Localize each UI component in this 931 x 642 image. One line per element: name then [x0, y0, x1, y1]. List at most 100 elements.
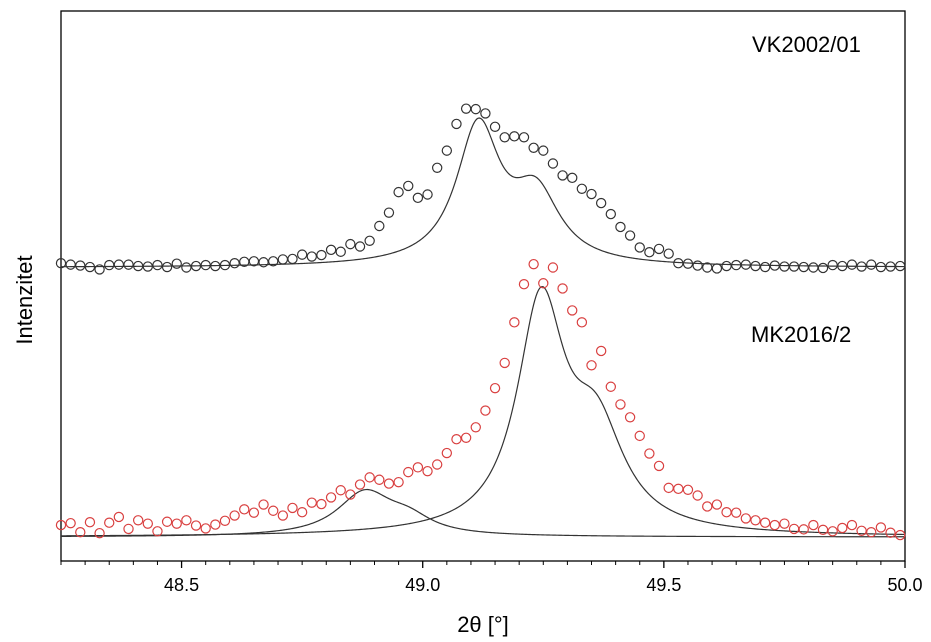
y-axis-label: Intenzitet — [12, 255, 37, 344]
data-point — [181, 515, 192, 526]
data-point — [837, 522, 848, 534]
data-point — [152, 526, 163, 537]
data-point — [132, 515, 144, 526]
data-point — [470, 422, 481, 433]
data-point — [808, 262, 819, 273]
data-point — [557, 170, 568, 181]
data-point — [759, 517, 771, 528]
data-point — [740, 513, 752, 524]
data-point — [460, 432, 472, 443]
data-point — [547, 158, 559, 169]
data-point — [335, 485, 346, 496]
data-point — [161, 516, 173, 527]
x-tick-label: 50.0 — [887, 575, 922, 595]
data-point — [740, 259, 752, 270]
data-point — [277, 254, 289, 265]
data-point — [692, 490, 703, 501]
data-point — [113, 259, 125, 270]
data-point — [412, 462, 424, 473]
data-point — [557, 283, 568, 294]
data-point — [258, 257, 269, 268]
data-point — [229, 258, 240, 269]
data-point — [567, 305, 578, 316]
x-tick-label: 49.0 — [405, 575, 440, 595]
data-point — [431, 162, 443, 173]
data-point — [229, 510, 240, 521]
data-point — [653, 460, 665, 472]
data-point — [653, 243, 665, 255]
data-point — [518, 132, 530, 143]
data-point — [837, 260, 848, 272]
data-point — [441, 145, 453, 156]
data-point — [441, 447, 453, 459]
data-point — [605, 208, 617, 220]
data-point — [345, 489, 356, 500]
data-point — [325, 244, 337, 256]
data-point — [509, 317, 520, 328]
data-point — [866, 259, 877, 270]
data-point — [451, 434, 462, 445]
data-point — [489, 121, 501, 132]
data-point — [383, 478, 395, 489]
data-point — [364, 235, 375, 246]
data-point — [354, 241, 366, 252]
data-point — [538, 278, 549, 289]
data-point — [692, 260, 703, 271]
data-point — [55, 258, 67, 269]
data-point — [702, 501, 713, 512]
data-point — [55, 519, 67, 531]
data-point — [296, 249, 308, 260]
data-point — [856, 525, 867, 537]
data-point — [567, 172, 578, 184]
data-point — [296, 507, 308, 518]
data-point — [788, 523, 800, 535]
data-point — [306, 497, 317, 508]
data-point — [374, 220, 385, 232]
data-point — [624, 412, 636, 423]
data-point — [75, 260, 86, 271]
data-point — [75, 527, 86, 538]
data-point — [345, 238, 356, 250]
data-point — [142, 518, 154, 529]
data-point — [682, 484, 694, 495]
data-point — [219, 515, 231, 526]
data-point — [171, 258, 182, 269]
data-point — [750, 515, 761, 526]
data-point — [586, 188, 597, 200]
data-point — [595, 197, 607, 209]
data-point — [152, 259, 163, 271]
data-point — [605, 381, 617, 392]
x-axis-label: 2θ [°] — [457, 612, 509, 637]
data-point — [403, 180, 414, 192]
data-point — [644, 247, 655, 258]
data-point — [682, 258, 694, 269]
data-point — [210, 519, 221, 530]
data-point — [104, 517, 115, 528]
data-point — [769, 519, 780, 531]
data-point — [335, 246, 346, 257]
data-point — [171, 518, 182, 529]
data-point — [518, 278, 530, 290]
data-point — [808, 519, 819, 531]
data-point — [489, 382, 501, 394]
data-point — [509, 131, 520, 142]
data-point — [470, 103, 481, 115]
data-point — [277, 510, 289, 521]
data-point — [94, 527, 105, 539]
data-point — [412, 192, 424, 204]
data-point — [750, 260, 761, 272]
data-point — [779, 261, 790, 272]
data-point — [393, 186, 404, 198]
data-point — [181, 262, 192, 273]
data-point — [84, 517, 96, 528]
data-point — [383, 207, 395, 218]
data-point — [451, 118, 462, 130]
data-point — [460, 103, 472, 114]
data-point — [595, 345, 607, 357]
data-point — [894, 529, 906, 541]
fit-component-curve — [60, 285, 906, 537]
data-point — [817, 262, 829, 274]
data-point — [258, 499, 269, 510]
data-point — [403, 466, 414, 478]
data-point — [817, 524, 829, 536]
